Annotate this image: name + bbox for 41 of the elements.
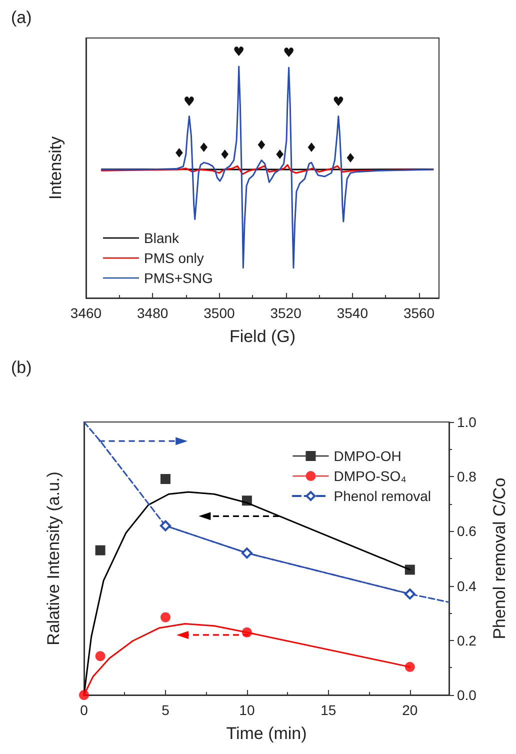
x-tick-label: 3480 [137, 305, 168, 321]
chart-title: (b) [11, 358, 32, 377]
x-axis-title: Time (min) [226, 724, 307, 743]
x-tick-label: 20 [402, 702, 418, 718]
x-tick-label: 3520 [270, 305, 302, 321]
annotation: ♥ [233, 44, 245, 60]
x-tick-label: 15 [320, 702, 336, 718]
x-tick-label: 3460 [70, 305, 102, 321]
y2-tick-label: 0.4 [457, 578, 477, 594]
y2-tick-label: 0.2 [457, 632, 477, 648]
x-tick-label: 0 [80, 702, 88, 718]
y2-tick-label: 1.0 [457, 414, 477, 430]
chart-title: (a) [11, 8, 32, 27]
annotation: ♦ [274, 148, 286, 164]
legend-label: DMPO-SO₄ [334, 468, 407, 484]
x-tick-label: 10 [239, 702, 255, 718]
annotation: ♦ [173, 146, 186, 162]
y-axis-title: Intensity [46, 136, 65, 200]
x-tick-label: 3500 [204, 305, 235, 321]
x-tick-label: 3540 [336, 305, 368, 321]
annotation: ♦ [344, 151, 356, 166]
y-axis-title: Ralative Intensity (a.u.) [44, 472, 63, 646]
annotation: ♥ [282, 46, 295, 62]
annotation: ♥ [183, 94, 196, 110]
annotation: ♦ [198, 141, 210, 156]
x-axis-title: Field (G) [229, 327, 296, 346]
legend-label: PMS only [144, 250, 204, 266]
y2-tick-label: 0.6 [457, 523, 477, 540]
legend-label: Blank [144, 230, 180, 246]
legend-label: DMPO-OH [334, 448, 402, 464]
x-tick-label: 5 [162, 702, 170, 718]
y2-tick-label: 0.0 [457, 687, 477, 703]
legend-label: Phenol removal [334, 488, 432, 504]
annotation: ♦ [219, 148, 231, 164]
annotation: ♦ [256, 138, 268, 154]
y2-tick-label: 0.8 [457, 468, 477, 485]
annotation: ♥ [332, 94, 344, 110]
annotation: ♦ [306, 141, 318, 156]
x-tick-label: 3560 [403, 305, 435, 321]
y2-axis-title: Phenol removal C/Co [490, 478, 509, 640]
legend-label: PMS+SNG [144, 270, 213, 286]
